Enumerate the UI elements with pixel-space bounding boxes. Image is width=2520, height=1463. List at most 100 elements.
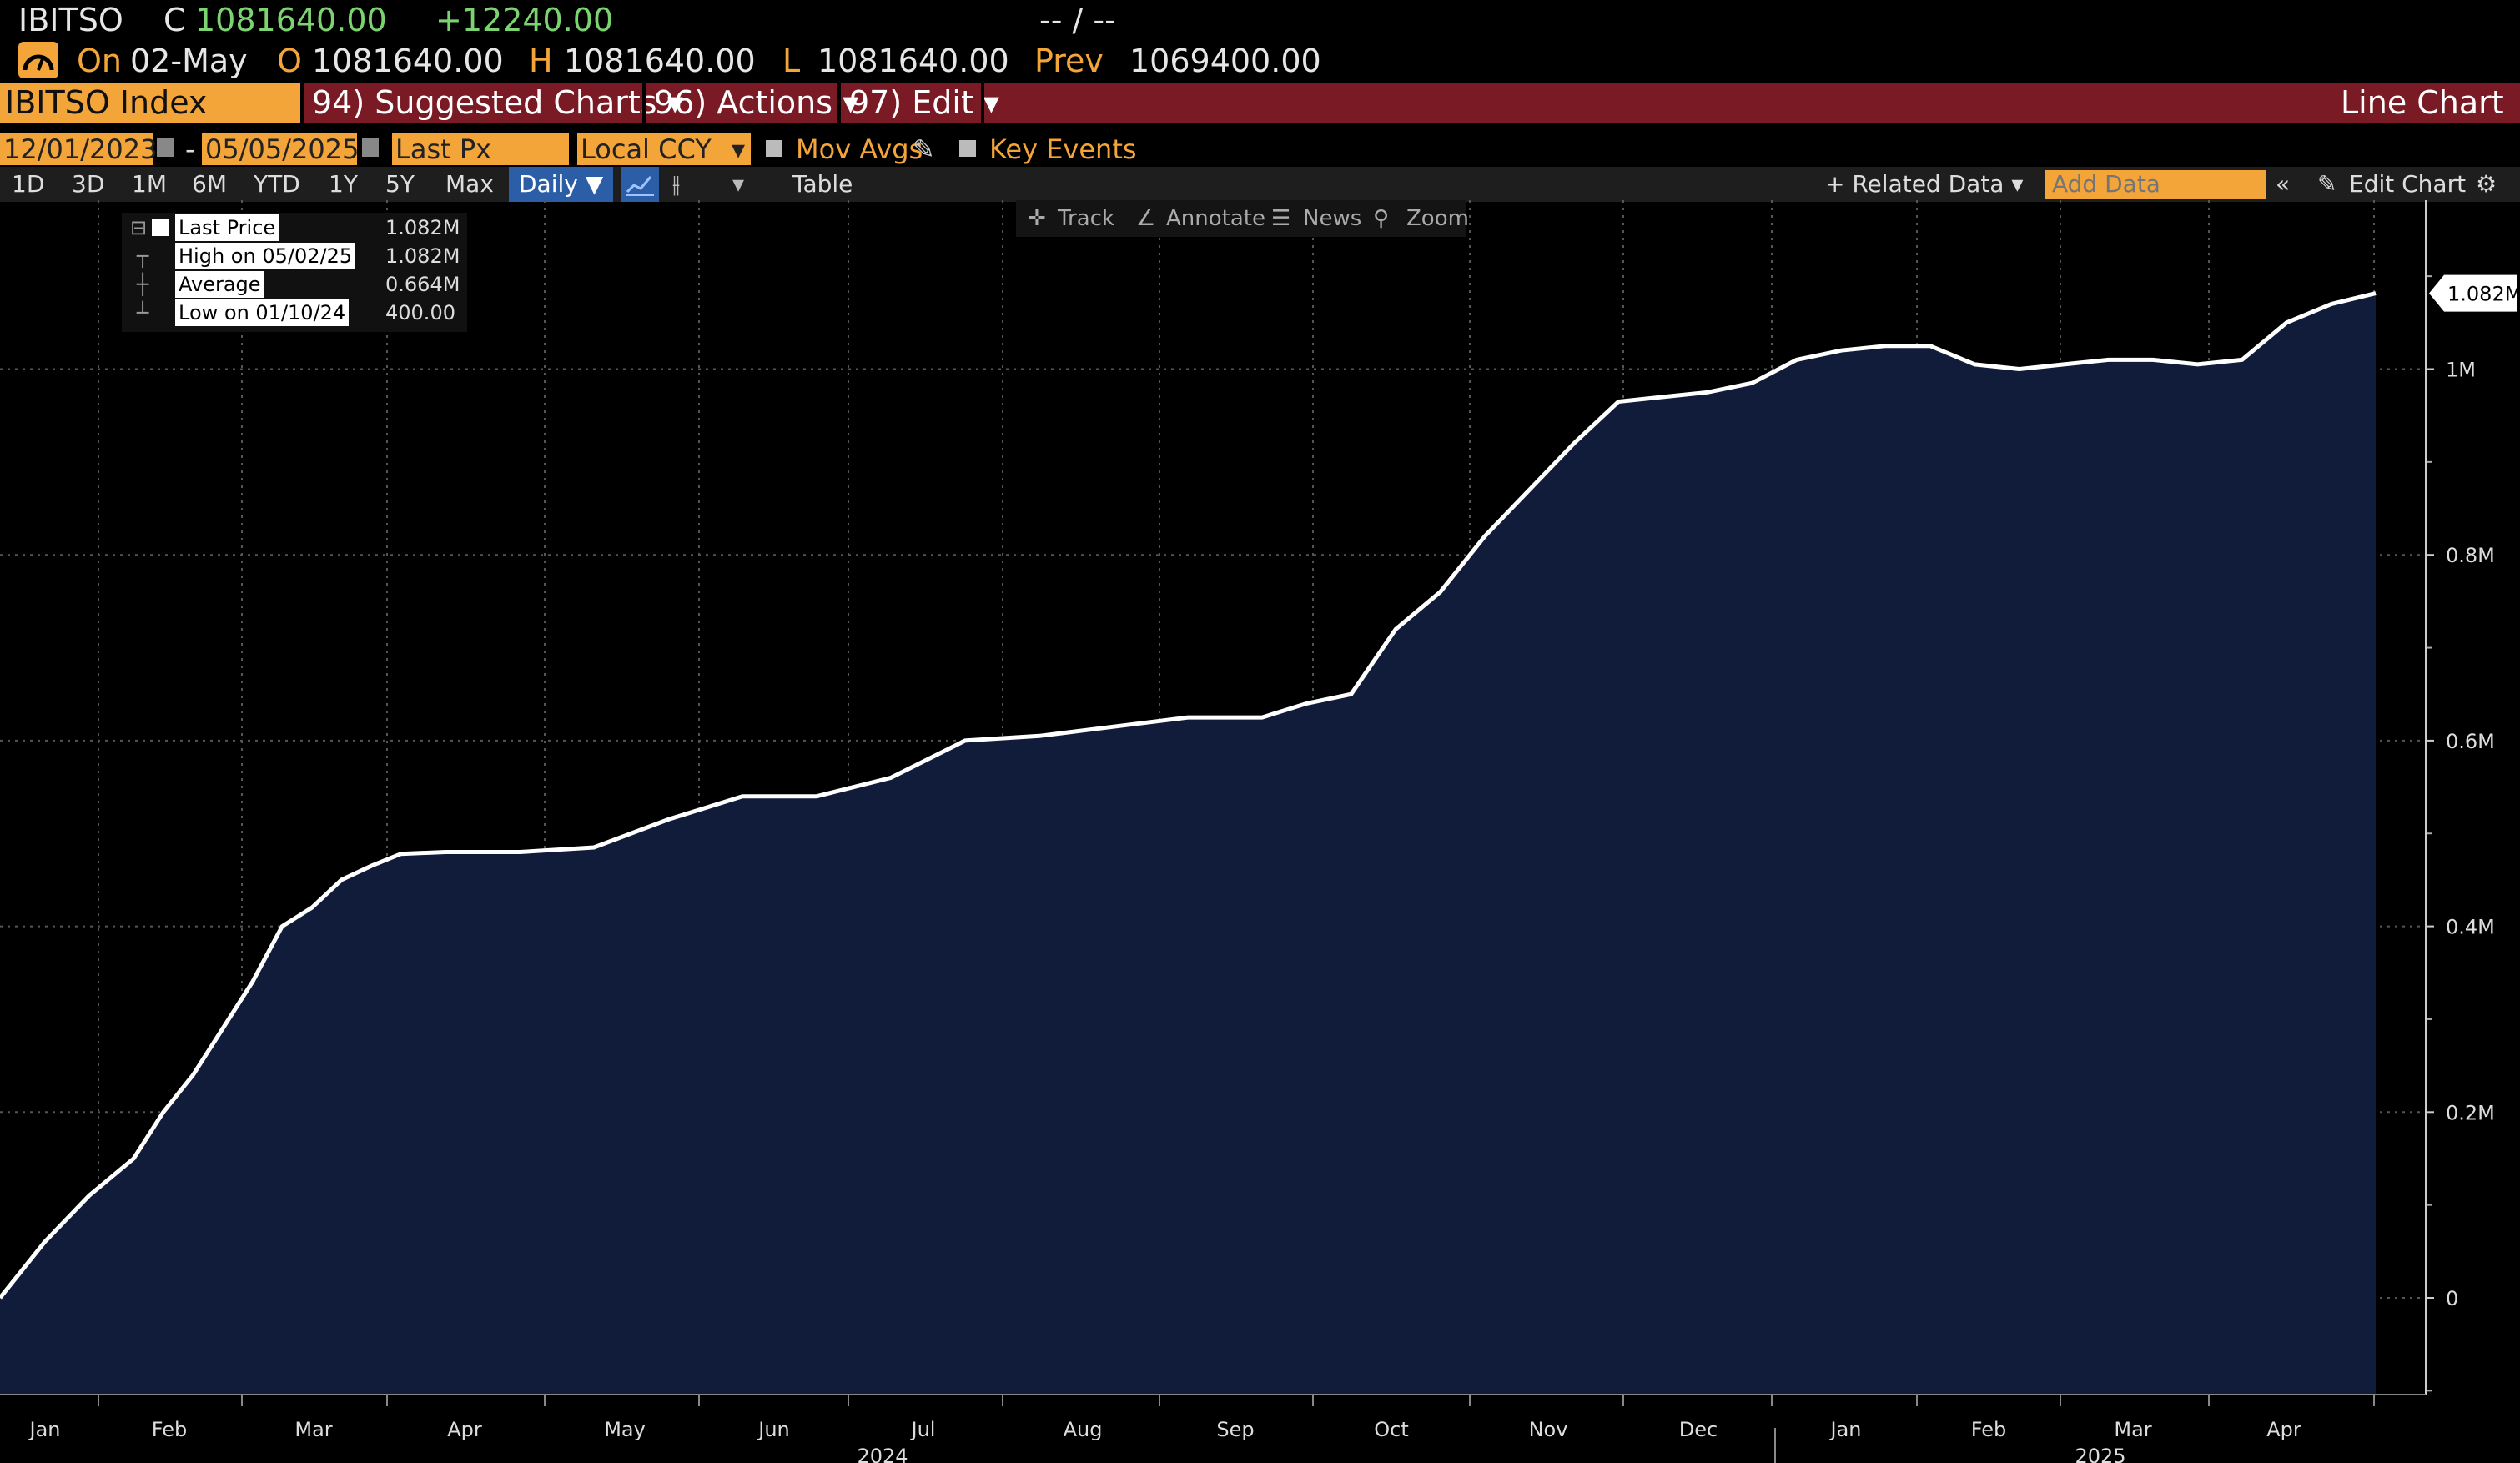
x-tick-label: Apr bbox=[447, 1418, 482, 1441]
track-button[interactable]: Track bbox=[1058, 206, 1115, 231]
x-axis: Jan Feb Mar Apr May Jun Jul Aug Sep Oct Nov Dec Jan F… bbox=[0, 1394, 2426, 1463]
x-tick-label: Jan bbox=[1829, 1418, 1862, 1441]
related-data-menu[interactable]: + Related Data ▾ bbox=[1825, 170, 2024, 198]
y-tick-label: 0.6M bbox=[2446, 730, 2495, 753]
chevron-down-icon[interactable]: ▾ bbox=[732, 170, 745, 198]
open-value: 1081640.00 bbox=[312, 43, 504, 79]
period-6m[interactable]: 6M bbox=[192, 170, 227, 198]
gear-icon[interactable]: ⚙ bbox=[2476, 170, 2497, 198]
line-chart-icon[interactable] bbox=[621, 167, 659, 202]
legend-value: 1.082M bbox=[385, 244, 460, 268]
x-tick-label: May bbox=[604, 1418, 646, 1441]
add-data-input[interactable] bbox=[2045, 170, 2266, 199]
chart-toolbar: ✛ Track ∠ Annotate ☰ News ⚲ Zoom bbox=[1016, 200, 1469, 237]
chart-type-title: Line Chart bbox=[2341, 84, 2504, 121]
candle-chart-icon[interactable]: ⫲ bbox=[672, 170, 681, 198]
chart-controls: 12/01/2023 - 05/05/2025 Last Px Local CC… bbox=[0, 132, 2520, 167]
prev-label: Prev bbox=[1034, 43, 1104, 79]
x-tick-label: Apr bbox=[2266, 1418, 2301, 1441]
pencil-icon[interactable]: ✎ bbox=[2317, 170, 2337, 198]
legend-row[interactable]: ┼ Average 0.664M bbox=[122, 271, 467, 298]
zoom-icon[interactable]: ⚲ bbox=[1373, 206, 1390, 231]
price-area bbox=[0, 293, 2376, 1395]
annotate-icon[interactable]: ∠ bbox=[1136, 206, 1156, 231]
security-field[interactable]: IBITSO Index bbox=[0, 83, 300, 123]
legend-row[interactable]: ┴ Low on 01/10/24 400.00 bbox=[122, 299, 467, 326]
chart-legend: ⊟ Last Price 1.082M ┬ High on 05/02/25 1… bbox=[122, 213, 467, 332]
close-label: C bbox=[163, 2, 186, 38]
period-1d[interactable]: 1D bbox=[12, 170, 45, 198]
legend-value: 0.664M bbox=[385, 273, 460, 296]
bid-ask: -- / -- bbox=[1039, 2, 1116, 38]
zoom-button[interactable]: Zoom bbox=[1406, 206, 1469, 231]
legend-name: Last Price bbox=[175, 214, 279, 241]
key-events-label: Key Events bbox=[989, 133, 1137, 165]
last-price-text: 1.082M bbox=[2447, 283, 2520, 306]
x-tick-label: Mar bbox=[294, 1418, 332, 1441]
end-date-field[interactable]: 05/05/2025 bbox=[202, 133, 359, 165]
x-tick-label: Dec bbox=[1679, 1418, 1718, 1441]
news-icon[interactable]: ☰ bbox=[1271, 206, 1291, 231]
field-selector[interactable]: Last Px bbox=[392, 133, 569, 165]
legend-name: Low on 01/10/24 bbox=[175, 299, 350, 326]
edit-menu[interactable]: 97) Edit ▾ bbox=[849, 84, 999, 121]
menu-bar: IBITSO Index 94) Suggested Charts ▾ 96) … bbox=[0, 83, 2520, 123]
pencil-icon[interactable]: ✎ bbox=[913, 133, 935, 165]
period-5y[interactable]: 5Y bbox=[385, 170, 415, 198]
calendar-icon[interactable] bbox=[362, 138, 379, 157]
currency-selector[interactable]: Local CCY bbox=[577, 133, 751, 165]
collapse-icon[interactable]: « bbox=[2276, 170, 2291, 198]
legend-value: 400.00 bbox=[385, 301, 455, 324]
x-tick-label: Oct bbox=[1374, 1418, 1409, 1441]
crosshair-icon[interactable]: ✛ bbox=[1028, 206, 1046, 231]
mov-avgs-label: Mov Avgs bbox=[796, 133, 923, 165]
collapse-icon[interactable]: ⊟ bbox=[130, 216, 148, 239]
news-button[interactable]: News bbox=[1303, 206, 1362, 231]
quote-header: IBITSO C 1081640.00 +12240.00 -- / -- bbox=[0, 0, 2520, 40]
y-tick-label: 0.8M bbox=[2446, 544, 2495, 567]
close-value: 1081640.00 bbox=[195, 2, 387, 38]
suggested-charts-menu[interactable]: 94) Suggested Charts ▾ bbox=[312, 84, 683, 121]
gauge-icon bbox=[23, 54, 54, 71]
date-dash: - bbox=[185, 133, 195, 165]
period-3d[interactable]: 3D bbox=[72, 170, 105, 198]
legend-name: Average bbox=[175, 271, 264, 298]
key-events-checkbox[interactable] bbox=[959, 140, 976, 157]
x-year-label: 2024 bbox=[857, 1445, 908, 1463]
y-tick-label: 0.2M bbox=[2446, 1101, 2495, 1124]
period-max[interactable]: Max bbox=[445, 170, 494, 198]
edit-chart-button[interactable]: Edit Chart bbox=[2349, 170, 2467, 198]
period-1y[interactable]: 1Y bbox=[329, 170, 358, 198]
y-tick-label: 0.4M bbox=[2446, 916, 2495, 939]
last-price-label: 1.082M bbox=[2429, 274, 2520, 312]
quote-details: On 02-May O 1081640.00 H 1081640.00 L 10… bbox=[0, 40, 2520, 82]
change-value: +12240.00 bbox=[435, 2, 614, 38]
actions-menu[interactable]: 96) Actions ▾ bbox=[654, 84, 859, 121]
legend-row[interactable]: ┬ High on 05/02/25 1.082M bbox=[122, 243, 467, 269]
chevron-down-icon[interactable]: ▾ bbox=[731, 133, 746, 165]
low-marker-icon: ┴ bbox=[137, 301, 149, 324]
legend-value: 1.082M bbox=[385, 216, 460, 239]
legend-swatch bbox=[152, 219, 169, 236]
x-year-label: 2025 bbox=[2075, 1445, 2125, 1463]
x-tick-label: Mar bbox=[2114, 1418, 2151, 1441]
x-tick-label: Jun bbox=[757, 1418, 790, 1441]
calendar-icon[interactable] bbox=[157, 138, 174, 157]
x-tick-label: Feb bbox=[152, 1418, 188, 1441]
price-chart[interactable]: 0 0.2M 0.4M 0.6M 0.8M 1M Jan Feb Mar Apr May Jun Ju… bbox=[0, 200, 2520, 1463]
x-tick-label: Sep bbox=[1216, 1418, 1254, 1441]
x-tick-label: Jan bbox=[28, 1418, 61, 1441]
frequency-selector[interactable]: Daily ▼ bbox=[509, 167, 614, 202]
annotate-button[interactable]: Annotate bbox=[1166, 206, 1265, 231]
low-value: 1081640.00 bbox=[817, 43, 1009, 79]
start-date-field[interactable]: 12/01/2023 bbox=[0, 133, 157, 165]
low-label: L bbox=[782, 43, 801, 79]
alert-icon[interactable] bbox=[18, 42, 58, 78]
legend-row[interactable]: ⊟ Last Price 1.082M bbox=[122, 214, 467, 241]
high-value: 1081640.00 bbox=[564, 43, 756, 79]
table-button[interactable]: Table bbox=[792, 170, 853, 198]
last-price-tag bbox=[2429, 274, 2517, 312]
period-ytd[interactable]: YTD bbox=[254, 170, 300, 198]
period-1m[interactable]: 1M bbox=[132, 170, 167, 198]
mov-avgs-checkbox[interactable] bbox=[766, 140, 782, 157]
